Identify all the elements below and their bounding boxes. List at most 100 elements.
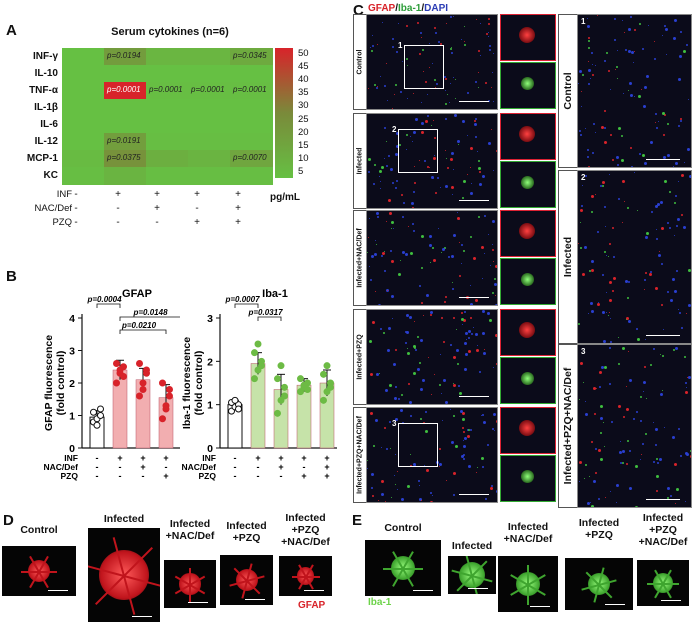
cell-dot xyxy=(463,458,465,460)
cell-dot xyxy=(642,48,644,50)
cell-dot xyxy=(495,265,498,268)
cell-dot xyxy=(612,159,614,161)
cell-dot xyxy=(637,338,640,341)
cell-dot xyxy=(453,494,455,496)
panel-d-stain-label: GFAP xyxy=(298,600,325,611)
cell-dot xyxy=(672,436,675,439)
cell-dot xyxy=(369,340,372,343)
cell-dot xyxy=(381,493,384,496)
cell-dot xyxy=(372,321,375,324)
stain-iba: Iba-1 xyxy=(398,3,421,14)
cell-dot xyxy=(655,113,657,115)
cell-dot xyxy=(631,166,633,168)
cell-dot xyxy=(391,295,394,298)
cell-dot xyxy=(396,51,398,53)
heatmap-cell xyxy=(146,167,189,185)
cell-dot xyxy=(464,41,465,42)
cell-dot xyxy=(386,141,387,142)
heatmap-row-label: IL-1β xyxy=(0,102,58,113)
colorbar-tick-label: 5 xyxy=(298,166,303,177)
cell-dot xyxy=(608,315,609,316)
cell-dot xyxy=(634,96,635,97)
cell-dot xyxy=(371,487,373,489)
cell-dot xyxy=(488,142,491,145)
cell-dot xyxy=(414,182,416,184)
cell-dot xyxy=(678,125,680,127)
cell-dot xyxy=(605,497,606,498)
condition-value: + xyxy=(192,217,202,228)
cell-dot xyxy=(612,290,614,292)
cell-dot xyxy=(377,86,378,87)
heatmap-cell xyxy=(230,116,273,134)
cell-dot xyxy=(380,181,381,182)
cell-dot xyxy=(678,78,681,81)
cell-dot xyxy=(483,421,486,424)
cell-dot xyxy=(380,76,381,77)
cell-dot xyxy=(453,415,455,417)
cell-dot xyxy=(619,451,622,454)
cell-dot xyxy=(371,255,374,258)
colorbar-tick-label: 25 xyxy=(298,114,309,125)
cell-dot xyxy=(397,489,398,490)
cell-dot xyxy=(624,32,625,33)
cell-dot xyxy=(609,383,611,385)
chart-title: GFAP xyxy=(122,288,152,300)
cell-dot xyxy=(494,283,497,286)
cell-dot xyxy=(421,500,422,501)
zoom-label: Control xyxy=(562,72,574,109)
cell-dot xyxy=(420,388,423,391)
cell-dot xyxy=(644,86,647,89)
cell-dot xyxy=(684,356,686,358)
heatmap-row-label: IL-10 xyxy=(0,68,58,79)
cell-dot xyxy=(616,156,619,159)
cell-dot xyxy=(660,201,663,204)
iba-inset xyxy=(500,161,556,208)
cell-dot xyxy=(412,223,414,225)
comparison-label: p=0.0317 xyxy=(247,308,283,317)
colorbar-tick-label: 40 xyxy=(298,74,309,85)
cell-dot xyxy=(407,352,410,355)
cell-dot xyxy=(487,312,490,315)
cell-dot xyxy=(442,248,445,251)
zoom-micrograph: 1 xyxy=(577,14,692,168)
cell-dot xyxy=(387,349,390,352)
cell-dot xyxy=(463,431,465,433)
cell-dot xyxy=(495,295,496,296)
cell-dot xyxy=(687,148,690,151)
cell-dot xyxy=(688,269,691,272)
zoom-number: 1 xyxy=(581,17,585,26)
condition-value: - xyxy=(234,471,237,481)
cell-dot xyxy=(435,32,437,34)
cell-dot xyxy=(439,384,441,386)
cell-dot xyxy=(486,33,488,35)
cell-dot xyxy=(650,271,652,273)
cell-dot xyxy=(645,339,646,340)
cell-dot xyxy=(453,234,456,237)
cell-dot xyxy=(430,501,433,503)
cell-dot xyxy=(453,383,454,384)
cell-dot xyxy=(426,294,429,297)
heatmap-cell xyxy=(188,48,231,66)
y-axis-label: (fold control) xyxy=(193,351,205,416)
cell-dot xyxy=(432,247,434,249)
cell-dot xyxy=(484,215,486,217)
cell-dot xyxy=(451,152,454,155)
cell-dot xyxy=(481,457,484,460)
data-point xyxy=(91,409,97,415)
cell-dot xyxy=(376,373,379,376)
cell-dot xyxy=(581,205,583,207)
scale-bar xyxy=(661,600,681,601)
cell-dot xyxy=(388,327,391,330)
condition-value: - xyxy=(119,471,122,481)
cell-dot xyxy=(413,230,415,232)
cell-dot xyxy=(685,391,688,394)
colorbar-tick-label: 35 xyxy=(298,87,309,98)
iba-inset xyxy=(500,357,556,404)
heatmap-title: Serum cytokines (n=6) xyxy=(60,26,280,38)
cell-dot xyxy=(628,281,630,283)
cell-dot xyxy=(441,252,442,253)
cell-dot xyxy=(462,418,465,421)
cell-dot xyxy=(489,49,491,51)
cell-dot xyxy=(631,51,634,54)
y-tick-label: 2 xyxy=(69,378,75,390)
